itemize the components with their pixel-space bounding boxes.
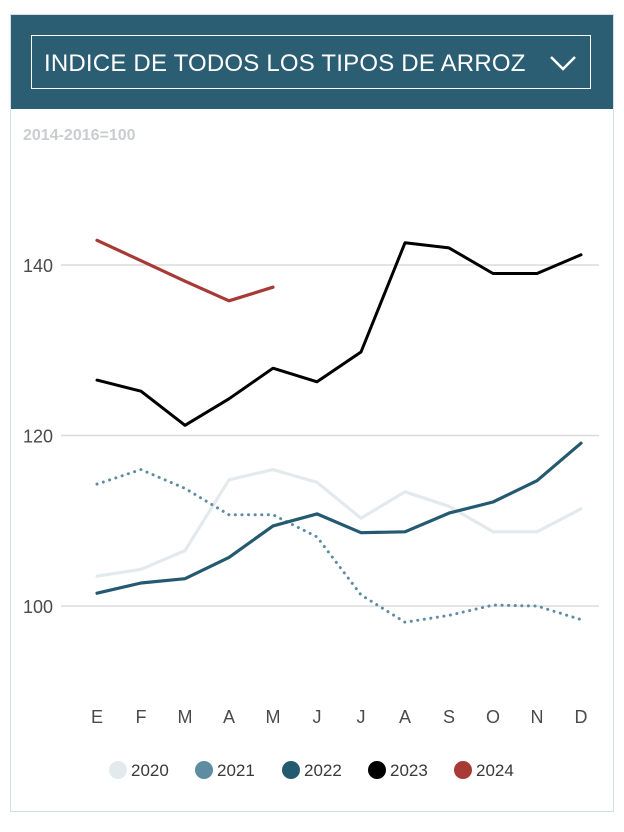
x-tick-label: S [443,707,455,727]
legend-label-2022[interactable]: 2022 [304,761,342,780]
legend-label-2020[interactable]: 2020 [131,761,169,780]
legend-marker-2023[interactable] [368,761,386,779]
header-bar: INDICE DE TODOS LOS TIPOS DE ARROZ [11,15,613,109]
legend-marker-2024[interactable] [454,761,472,779]
legend-marker-2022[interactable] [282,761,300,779]
dropdown-selected-value: INDICE DE TODOS LOS TIPOS DE ARROZ [44,50,526,77]
legend-marker-2020[interactable] [109,761,127,779]
chart-card: INDICE DE TODOS LOS TIPOS DE ARROZ 2014-… [10,14,614,812]
series-line-2021 [95,468,583,624]
x-tick-label: J [357,707,366,727]
line-chart: 100 120 140 E F M A M J J A S O N D 2020 2021 2022 2023 202… [23,238,599,780]
legend-label-2024[interactable]: 2024 [476,761,514,780]
x-tick-label: M [266,707,281,727]
x-tick-label: E [91,707,103,727]
x-tick-label: A [399,707,411,727]
legend-label-2021[interactable]: 2021 [217,761,255,780]
x-tick-label: O [486,707,500,727]
index-type-dropdown[interactable]: INDICE DE TODOS LOS TIPOS DE ARROZ [31,35,591,89]
x-tick-label: F [136,707,147,727]
x-tick-label: N [531,707,544,727]
x-tick-label: M [178,707,193,727]
chevron-down-icon [550,56,576,71]
legend-marker-2021[interactable] [195,761,213,779]
x-tick-label: J [313,707,322,727]
series-line-2022 [95,441,583,595]
chart-subtitle: 2014-2016=100 [23,127,136,144]
y-tick-label: 120 [23,427,53,447]
series-line-2020 [95,468,583,578]
x-tick-label: A [223,707,235,727]
series-line-2023 [95,241,583,427]
x-tick-label: D [575,707,588,727]
y-tick-label: 100 [23,597,53,617]
series-line-2024 [95,238,275,303]
y-tick-label: 140 [23,256,53,276]
legend-label-2023[interactable]: 2023 [390,761,428,780]
